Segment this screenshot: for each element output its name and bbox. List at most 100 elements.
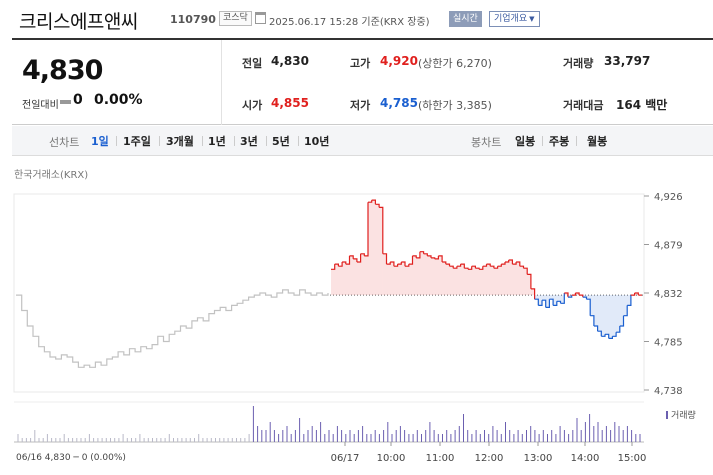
today-area-segment (545, 295, 550, 308)
low-value: 4,785 (380, 96, 418, 110)
today-price-segment (490, 265, 495, 269)
today-price-segment (630, 293, 636, 296)
today-price-segment (468, 266, 473, 270)
tab-5years[interactable]: 5년 (272, 135, 290, 148)
today-area-segment (542, 295, 546, 301)
market-badge: 코스닥 (219, 11, 252, 26)
today-area-segment (356, 262, 361, 296)
today-area-segment (379, 207, 383, 296)
today-price-segment (571, 293, 576, 296)
today-area-segment (475, 268, 480, 296)
exchange-label: 한국거래소(KRX) (14, 170, 89, 181)
today-area-segment (619, 295, 624, 327)
company-info-button[interactable]: 기업개요 ▼ (489, 11, 540, 27)
tab-monthly[interactable]: 월봉 (587, 135, 608, 148)
high-value: 4,920 (380, 54, 418, 68)
today-price-segment (364, 202, 369, 257)
today-price-segment (553, 301, 558, 306)
today-area-segment (523, 268, 528, 296)
today-price-segment (568, 295, 573, 298)
today-price-segment (508, 259, 513, 265)
today-price-segment (597, 330, 602, 337)
today-area-segment (560, 295, 565, 304)
today-price-segment (560, 293, 565, 304)
today-price-segment (601, 334, 606, 337)
today-price-segment (523, 267, 528, 275)
tab-1day[interactable]: 1일 (91, 135, 109, 148)
today-area-segment (519, 266, 524, 296)
tab-1year[interactable]: 1년 (208, 135, 226, 148)
flat-change-icon (60, 100, 71, 104)
volume-value: 33,797 (604, 54, 651, 68)
today-price-segment (534, 298, 539, 306)
calendar-icon (255, 12, 266, 24)
today-price-segment (349, 255, 354, 259)
tab-divider (234, 136, 235, 146)
volume-legend: 거래량 (666, 408, 696, 421)
today-area-segment (445, 264, 450, 296)
tab-daily[interactable]: 일봉 (515, 135, 536, 148)
y-tick-label: 4,879 (654, 241, 683, 252)
today-price-segment (486, 263, 491, 267)
upper-limit: (상한가 6,270) (418, 57, 492, 70)
today-price-segment (608, 336, 613, 339)
today-price-segment (527, 273, 532, 289)
amount-value: 164 백만 (616, 98, 668, 112)
volume-label: 거래량 (563, 57, 594, 70)
tab-3months[interactable]: 3개월 (166, 135, 194, 148)
tab-divider (576, 136, 577, 146)
today-area-segment (508, 259, 513, 296)
stock-name: 크리스에프앤씨 (19, 11, 138, 33)
today-price-segment (408, 255, 414, 265)
open-value: 4,855 (271, 96, 309, 110)
today-price-segment (405, 264, 410, 267)
change-rate: 0.00% (94, 92, 143, 108)
today-price-segment (538, 300, 543, 306)
today-price-segment (605, 333, 610, 339)
today-area-segment (423, 253, 428, 296)
today-area-segment (434, 258, 439, 296)
today-price-segment (456, 264, 462, 267)
today-area-segment (608, 295, 613, 339)
today-area-segment (430, 257, 435, 296)
today-price-segment (593, 325, 599, 332)
today-area-segment (549, 295, 554, 300)
today-area-segment (382, 253, 387, 296)
today-price-segment (575, 292, 580, 296)
tab-divider (266, 136, 267, 146)
timestamp: 2025.06.17 15:28 기준(KRX 장중) (269, 17, 430, 28)
today-area-segment (368, 202, 372, 296)
today-area-segment (516, 262, 520, 296)
x-tick-label: 13:00 (524, 453, 553, 464)
tab-10years[interactable]: 10년 (304, 135, 330, 148)
today-price-segment (471, 265, 476, 269)
y-tick-label: 4,785 (654, 338, 683, 349)
today-price-segment (427, 255, 432, 258)
today-area-segment (538, 295, 543, 306)
today-area-segment (627, 295, 631, 306)
today-price-segment (627, 295, 632, 306)
tab-divider (298, 136, 299, 146)
tab-3years[interactable]: 3년 (240, 135, 258, 148)
today-area-segment (386, 264, 391, 296)
today-area-segment (449, 266, 454, 296)
realtime-button[interactable]: 실시간 (449, 11, 482, 27)
company-info-label: 기업개요 (494, 14, 528, 24)
tab-1week[interactable]: 1주일 (123, 135, 151, 148)
today-price-segment (505, 260, 510, 263)
today-area-segment (604, 295, 609, 335)
x-tick-label: 06/17 (331, 453, 360, 464)
today-price-segment (419, 251, 425, 254)
today-area-segment (601, 295, 605, 337)
prev-close-value: 4,830 (271, 54, 309, 68)
today-area-segment (471, 266, 476, 296)
today-area-segment (397, 264, 402, 296)
today-area-segment (416, 257, 420, 296)
today-price-segment (549, 298, 554, 306)
tab-weekly[interactable]: 주봉 (549, 135, 570, 148)
today-price-segment (501, 262, 506, 265)
today-area-segment (393, 266, 398, 296)
today-area-segment (401, 262, 406, 296)
today-area-segment (334, 264, 339, 296)
current-price: 4,830 (22, 55, 103, 86)
